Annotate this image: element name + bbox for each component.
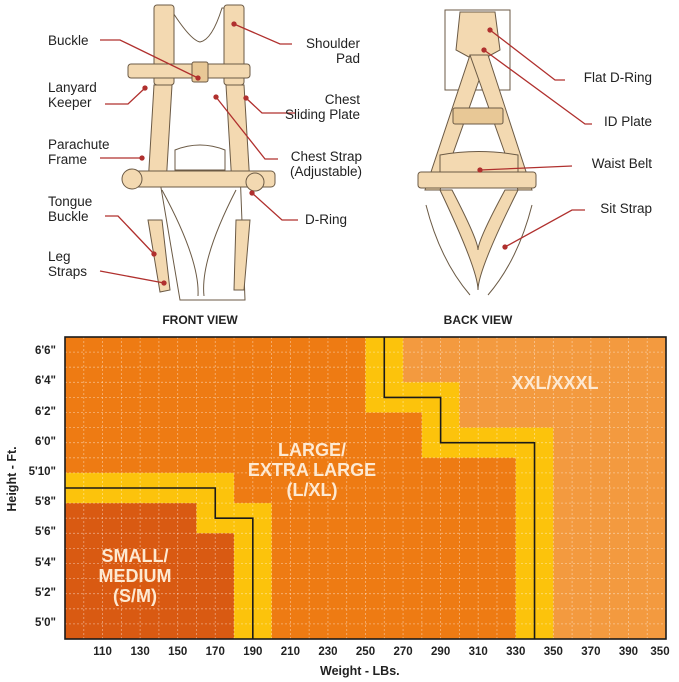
x-tick-label: 190 [243, 646, 263, 658]
x-tick-label: 230 [318, 646, 338, 658]
callout-chest-strap: Chest Strap (Adjustable) [289, 149, 362, 179]
boundary-line [65, 487, 254, 639]
region-label: LARGE/ EXTRA LARGE (L/XL) [247, 440, 377, 500]
y-tick-label: 6'0" [35, 435, 56, 448]
region-label: SMALL/ MEDIUM (S/M) [98, 546, 172, 606]
y-tick-label: 5'8" [35, 496, 56, 509]
x-tick-label: 330 [506, 646, 526, 658]
x-axis-label: Weight - LBs. [320, 664, 400, 678]
plot-border [64, 336, 667, 640]
callout-shoulder-pad: Shoulder Pad [305, 36, 360, 66]
x-tick-label: 150 [168, 646, 188, 658]
x-tick-label: 310 [468, 646, 488, 658]
x-tick-label: 110 [93, 646, 112, 658]
y-tick-label: 5'4" [35, 556, 56, 569]
y-tick-label: 5'2" [35, 586, 56, 599]
y-tick-label: 5'6" [35, 526, 56, 539]
callout-lines [99, 21, 592, 286]
callout-lanyard-keeper: Lanyard Keeper [48, 80, 97, 110]
y-tick-label: 6'4" [35, 375, 56, 388]
x-tick-label: 170 [205, 646, 225, 658]
front-harness [121, 4, 276, 301]
callout-tongue-buckle: Tongue Buckle [48, 194, 93, 224]
region-label: XXL/XXXL [511, 373, 599, 393]
x-tick-label: 270 [393, 646, 413, 658]
boundary-line [383, 337, 536, 639]
x-tick-label: 210 [280, 646, 300, 658]
y-tick-label: 6'6" [35, 345, 56, 358]
harness-diagram [99, 4, 592, 301]
front-view-label: FRONT VIEW [162, 313, 238, 327]
x-tick-label: 370 [581, 646, 601, 658]
callout-d-ring: D-Ring [304, 212, 347, 227]
callout-buckle: Buckle [48, 33, 89, 48]
callout-id-plate: ID Plate [603, 114, 652, 129]
callout-sit-strap: Sit Strap [600, 201, 652, 216]
callout-waist-belt: Waist Belt [591, 156, 652, 171]
x-tick-label: 290 [431, 646, 451, 658]
region-s-m [65, 503, 235, 639]
y-tick-label: 5'10" [28, 465, 56, 478]
y-tick-label: 6'2" [35, 405, 56, 418]
callout-leg-straps: Leg Straps [48, 249, 88, 279]
x-tick-label: 350 [650, 646, 670, 658]
y-tick-label: 5'0" [35, 616, 56, 629]
callout-parachute-frame: Parachute Frame [48, 137, 110, 167]
x-tick-label: 390 [618, 646, 639, 658]
x-tick-label: 130 [130, 646, 150, 658]
callout-chest-sliding-plate: Chest Sliding Plate [284, 92, 360, 122]
x-tick-label: 350 [543, 646, 563, 658]
callout-flat-d-ring: Flat D-Ring [583, 70, 652, 85]
x-tick-label: 250 [355, 646, 376, 658]
back-view-label: BACK VIEW [443, 313, 513, 327]
y-axis-label: Height - Ft. [5, 446, 19, 512]
